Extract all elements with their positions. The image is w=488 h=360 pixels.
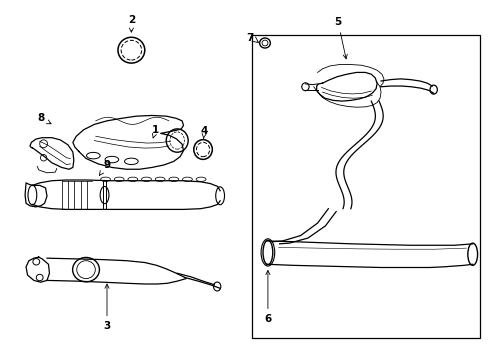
Ellipse shape [101,177,110,181]
Ellipse shape [429,85,436,94]
Text: 2: 2 [127,15,135,32]
Text: 8: 8 [37,113,51,124]
Ellipse shape [182,177,192,181]
Ellipse shape [114,177,124,181]
Text: 5: 5 [334,17,346,59]
Ellipse shape [128,177,138,181]
Text: 6: 6 [264,270,271,324]
Ellipse shape [301,83,308,91]
Text: 3: 3 [103,284,110,331]
Ellipse shape [193,140,212,159]
Ellipse shape [124,158,138,165]
Ellipse shape [168,177,178,181]
Text: 1: 1 [152,125,159,138]
Bar [251,35,479,338]
Text: 4: 4 [201,126,208,138]
Ellipse shape [263,240,272,265]
Ellipse shape [196,177,205,181]
Text: 9: 9 [99,160,110,175]
Ellipse shape [28,185,37,205]
Ellipse shape [467,243,477,265]
Ellipse shape [105,156,119,163]
Ellipse shape [73,257,99,282]
Ellipse shape [155,177,164,181]
Ellipse shape [259,38,270,48]
Ellipse shape [166,129,188,152]
Ellipse shape [86,152,100,159]
Ellipse shape [100,186,109,204]
Ellipse shape [142,177,151,181]
Text: 7: 7 [246,33,254,43]
Ellipse shape [118,37,144,63]
Ellipse shape [215,187,224,205]
Ellipse shape [213,282,221,291]
